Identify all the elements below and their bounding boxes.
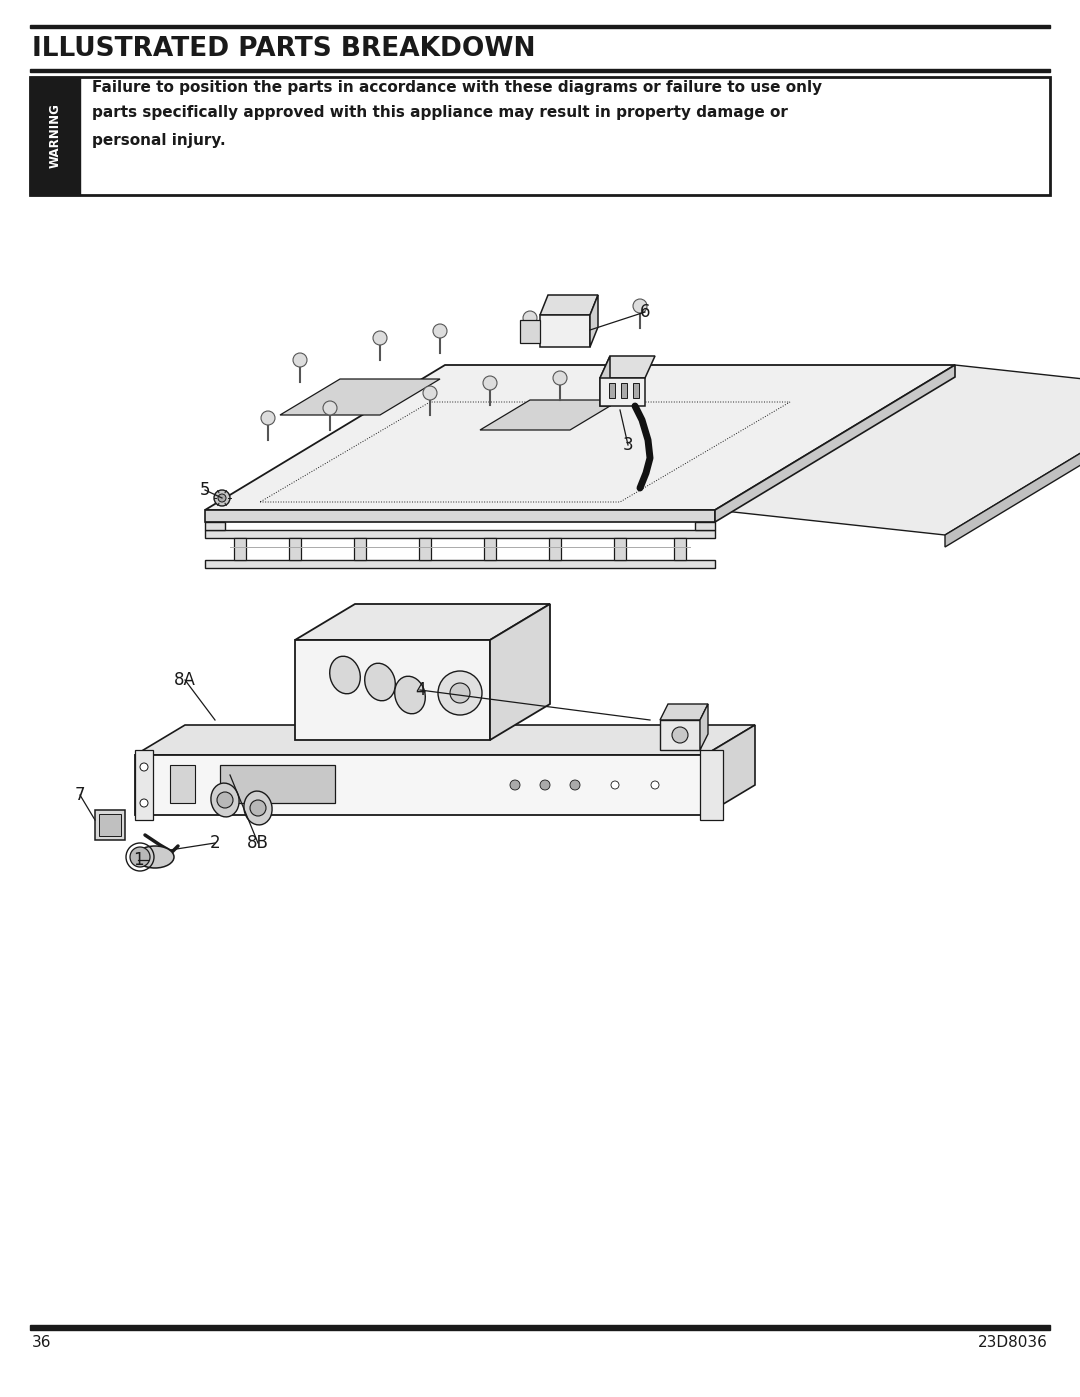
Circle shape — [523, 312, 537, 326]
Circle shape — [130, 847, 150, 868]
Ellipse shape — [394, 676, 426, 714]
Bar — [30, 68, 1050, 73]
Polygon shape — [615, 538, 626, 560]
Bar — [30, 77, 1050, 196]
Polygon shape — [540, 295, 598, 314]
Circle shape — [261, 411, 275, 425]
Polygon shape — [484, 538, 496, 560]
Text: 8A: 8A — [174, 671, 195, 689]
Polygon shape — [205, 365, 955, 510]
Polygon shape — [354, 538, 366, 560]
Polygon shape — [205, 510, 715, 522]
Polygon shape — [135, 750, 153, 820]
Polygon shape — [280, 379, 440, 415]
Polygon shape — [295, 604, 550, 640]
Polygon shape — [480, 400, 620, 430]
Polygon shape — [95, 810, 125, 840]
Circle shape — [217, 792, 233, 807]
Circle shape — [373, 331, 387, 345]
Polygon shape — [621, 383, 627, 398]
Circle shape — [218, 495, 226, 502]
Polygon shape — [135, 725, 755, 754]
Polygon shape — [945, 390, 1080, 548]
Polygon shape — [170, 766, 195, 803]
Bar — [30, 25, 1050, 28]
Polygon shape — [715, 365, 1080, 535]
Polygon shape — [600, 379, 645, 407]
Text: 23D8036: 23D8036 — [978, 1336, 1048, 1350]
Circle shape — [583, 306, 597, 320]
Text: personal injury.: personal injury. — [92, 133, 226, 148]
Circle shape — [140, 799, 148, 807]
Text: ILLUSTRATED PARTS BREAKDOWN: ILLUSTRATED PARTS BREAKDOWN — [32, 36, 536, 61]
Polygon shape — [633, 383, 639, 398]
Polygon shape — [700, 750, 723, 820]
Text: 8B: 8B — [247, 834, 269, 852]
Circle shape — [570, 780, 580, 789]
Circle shape — [323, 401, 337, 415]
Polygon shape — [135, 754, 705, 814]
Text: parts specifically approved with this appliance may result in property damage or: parts specifically approved with this ap… — [92, 105, 788, 120]
Bar — [30, 1324, 1050, 1330]
Polygon shape — [609, 383, 615, 398]
Text: 6: 6 — [639, 303, 650, 321]
Text: 2: 2 — [210, 834, 220, 852]
Circle shape — [672, 726, 688, 743]
Text: 36: 36 — [32, 1336, 52, 1350]
Polygon shape — [205, 560, 715, 569]
Polygon shape — [540, 314, 590, 346]
Polygon shape — [519, 320, 540, 344]
Text: WARNING: WARNING — [49, 103, 62, 169]
Polygon shape — [490, 604, 550, 740]
Circle shape — [483, 376, 497, 390]
Circle shape — [553, 372, 567, 386]
Circle shape — [613, 360, 627, 374]
Bar — [30, 77, 80, 196]
Ellipse shape — [365, 664, 395, 701]
Circle shape — [438, 671, 482, 715]
Text: 4: 4 — [415, 680, 426, 698]
Polygon shape — [295, 640, 490, 740]
Polygon shape — [660, 719, 700, 750]
Polygon shape — [674, 538, 686, 560]
Circle shape — [214, 490, 230, 506]
Polygon shape — [99, 814, 121, 835]
Polygon shape — [549, 538, 561, 560]
Polygon shape — [590, 295, 598, 346]
Circle shape — [510, 780, 519, 789]
Text: 1: 1 — [133, 851, 144, 869]
Ellipse shape — [211, 784, 239, 817]
Ellipse shape — [329, 657, 361, 694]
Polygon shape — [715, 365, 955, 522]
Ellipse shape — [244, 791, 272, 824]
Circle shape — [140, 763, 148, 771]
Polygon shape — [289, 538, 301, 560]
Text: 5: 5 — [200, 481, 211, 499]
Polygon shape — [705, 725, 755, 814]
Circle shape — [611, 781, 619, 789]
Ellipse shape — [136, 847, 174, 868]
Polygon shape — [234, 538, 246, 560]
Polygon shape — [205, 522, 225, 529]
Circle shape — [651, 781, 659, 789]
Polygon shape — [220, 766, 335, 803]
Text: 7: 7 — [75, 787, 85, 805]
Polygon shape — [205, 529, 715, 538]
Polygon shape — [696, 522, 715, 529]
Polygon shape — [660, 704, 708, 719]
Circle shape — [423, 386, 437, 400]
Circle shape — [540, 780, 550, 789]
Polygon shape — [600, 356, 610, 407]
Circle shape — [633, 299, 647, 313]
Circle shape — [433, 324, 447, 338]
Text: 3: 3 — [623, 436, 633, 454]
Polygon shape — [419, 538, 431, 560]
Circle shape — [293, 353, 307, 367]
Polygon shape — [600, 356, 654, 379]
Text: Failure to position the parts in accordance with these diagrams or failure to us: Failure to position the parts in accorda… — [92, 80, 822, 95]
Circle shape — [249, 800, 266, 816]
Circle shape — [450, 683, 470, 703]
Polygon shape — [700, 704, 708, 750]
